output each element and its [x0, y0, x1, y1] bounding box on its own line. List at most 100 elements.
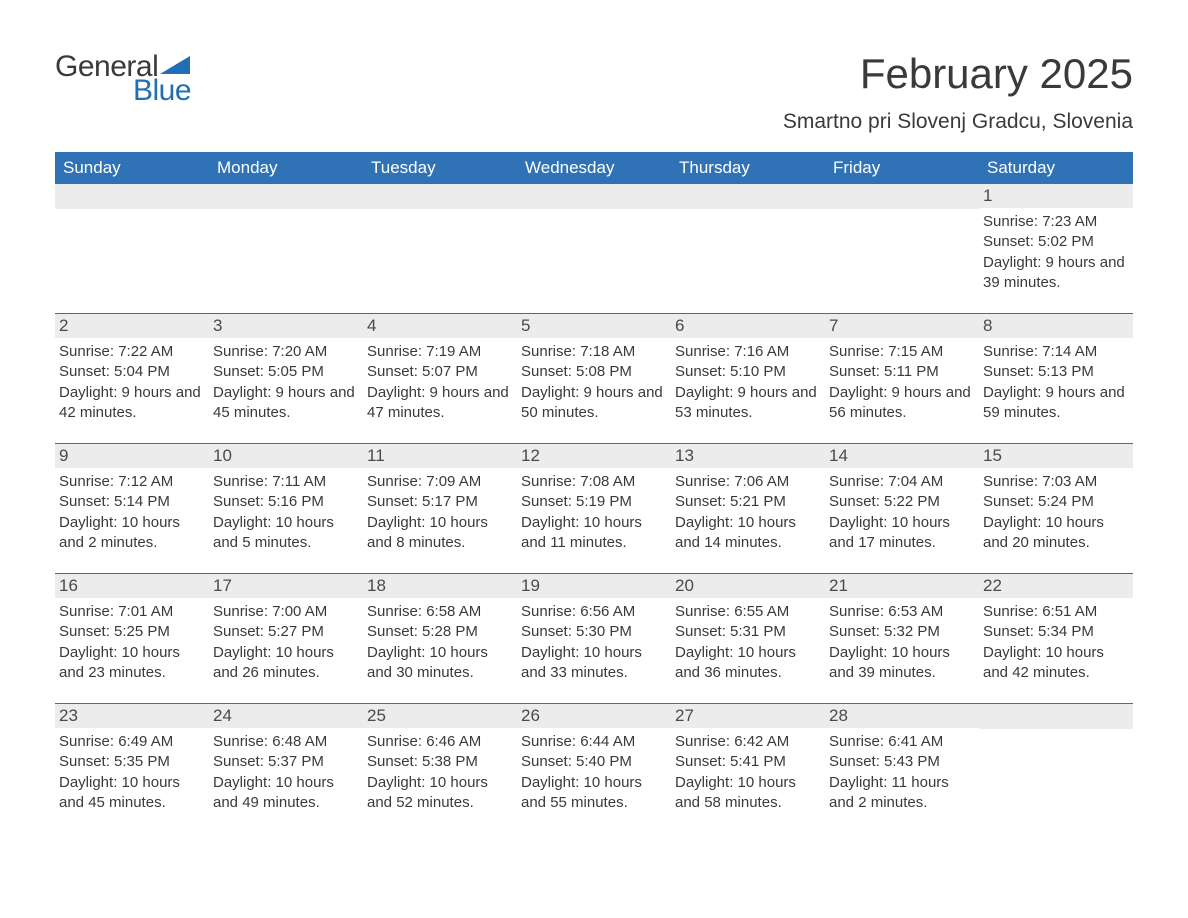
week-row: 9Sunrise: 7:12 AMSunset: 5:14 PMDaylight…	[55, 443, 1133, 573]
sunrise-text: Sunrise: 7:14 AM	[983, 342, 1129, 362]
month-title: February 2025	[783, 50, 1133, 98]
week-row: 2Sunrise: 7:22 AMSunset: 5:04 PMDaylight…	[55, 313, 1133, 443]
day-cell: 14Sunrise: 7:04 AMSunset: 5:22 PMDayligh…	[825, 444, 979, 573]
daylight-text: Daylight: 9 hours and 59 minutes.	[983, 383, 1129, 424]
day-number: 23	[55, 704, 209, 728]
sunset-text: Sunset: 5:22 PM	[829, 492, 975, 512]
day-detail: Sunrise: 6:51 AMSunset: 5:34 PMDaylight:…	[983, 602, 1129, 683]
sunset-text: Sunset: 5:21 PM	[675, 492, 821, 512]
sunset-text: Sunset: 5:43 PM	[829, 752, 975, 772]
sunset-text: Sunset: 5:02 PM	[983, 232, 1129, 252]
sunset-text: Sunset: 5:37 PM	[213, 752, 359, 772]
daylight-text: Daylight: 10 hours and 20 minutes.	[983, 513, 1129, 554]
sunset-text: Sunset: 5:34 PM	[983, 622, 1129, 642]
sunset-text: Sunset: 5:35 PM	[59, 752, 205, 772]
day-number: 1	[979, 184, 1133, 208]
daylight-text: Daylight: 10 hours and 30 minutes.	[367, 643, 513, 684]
calendar: Sunday Monday Tuesday Wednesday Thursday…	[55, 152, 1133, 833]
day-number	[209, 184, 363, 209]
sunset-text: Sunset: 5:14 PM	[59, 492, 205, 512]
day-detail: Sunrise: 6:55 AMSunset: 5:31 PMDaylight:…	[675, 602, 821, 683]
sunrise-text: Sunrise: 7:20 AM	[213, 342, 359, 362]
daylight-text: Daylight: 10 hours and 52 minutes.	[367, 773, 513, 814]
daylight-text: Daylight: 10 hours and 14 minutes.	[675, 513, 821, 554]
sunrise-text: Sunrise: 6:44 AM	[521, 732, 667, 752]
day-cell: 18Sunrise: 6:58 AMSunset: 5:28 PMDayligh…	[363, 574, 517, 703]
day-detail: Sunrise: 6:53 AMSunset: 5:32 PMDaylight:…	[829, 602, 975, 683]
daylight-text: Daylight: 9 hours and 42 minutes.	[59, 383, 205, 424]
sunset-text: Sunset: 5:10 PM	[675, 362, 821, 382]
day-detail: Sunrise: 7:03 AMSunset: 5:24 PMDaylight:…	[983, 472, 1129, 553]
day-number: 6	[671, 314, 825, 338]
day-cell: 23Sunrise: 6:49 AMSunset: 5:35 PMDayligh…	[55, 704, 209, 833]
day-cell: 22 Sunrise: 6:51 AMSunset: 5:34 PMDayligh…	[979, 574, 1133, 703]
day-detail: Sunrise: 7:06 AMSunset: 5:21 PMDaylight:…	[675, 472, 821, 553]
day-cell	[979, 704, 1133, 833]
day-cell: 17Sunrise: 7:00 AMSunset: 5:27 PMDayligh…	[209, 574, 363, 703]
daylight-text: Daylight: 11 hours and 2 minutes.	[829, 773, 975, 814]
day-number: 26	[517, 704, 671, 728]
sunrise-text: Sunrise: 6:56 AM	[521, 602, 667, 622]
day-number: 19	[517, 574, 671, 598]
day-cell: 1Sunrise: 7:23 AMSunset: 5:02 PMDaylight…	[979, 184, 1133, 313]
location-label: Smartno pri Slovenj Gradcu, Slovenia	[783, 110, 1133, 134]
day-cell: 26Sunrise: 6:44 AMSunset: 5:40 PMDayligh…	[517, 704, 671, 833]
day-cell: 4Sunrise: 7:19 AMSunset: 5:07 PMDaylight…	[363, 314, 517, 443]
day-detail: Sunrise: 6:42 AMSunset: 5:41 PMDaylight:…	[675, 732, 821, 813]
sunrise-text: Sunrise: 7:16 AM	[675, 342, 821, 362]
day-cell: 15Sunrise: 7:03 AMSunset: 5:24 PMDayligh…	[979, 444, 1133, 573]
day-detail: Sunrise: 7:19 AMSunset: 5:07 PMDaylight:…	[367, 342, 513, 423]
day-number	[671, 184, 825, 209]
sunrise-text: Sunrise: 7:08 AM	[521, 472, 667, 492]
sunrise-text: Sunrise: 7:03 AM	[983, 472, 1129, 492]
day-number	[517, 184, 671, 209]
weekday-header: Friday	[825, 152, 979, 184]
sunrise-text: Sunrise: 7:15 AM	[829, 342, 975, 362]
sunrise-text: Sunrise: 6:53 AM	[829, 602, 975, 622]
day-detail: Sunrise: 7:09 AMSunset: 5:17 PMDaylight:…	[367, 472, 513, 553]
day-detail: Sunrise: 7:11 AMSunset: 5:16 PMDaylight:…	[213, 472, 359, 553]
day-cell: 6 Sunrise: 7:16 AMSunset: 5:10 PMDaylight…	[671, 314, 825, 443]
day-cell: 25Sunrise: 6:46 AMSunset: 5:38 PMDayligh…	[363, 704, 517, 833]
daylight-text: Daylight: 10 hours and 2 minutes.	[59, 513, 205, 554]
daylight-text: Daylight: 9 hours and 45 minutes.	[213, 383, 359, 424]
daylight-text: Daylight: 10 hours and 5 minutes.	[213, 513, 359, 554]
day-cell	[55, 184, 209, 313]
sunrise-text: Sunrise: 7:18 AM	[521, 342, 667, 362]
day-detail: Sunrise: 6:41 AMSunset: 5:43 PMDaylight:…	[829, 732, 975, 813]
sunset-text: Sunset: 5:11 PM	[829, 362, 975, 382]
sunset-text: Sunset: 5:40 PM	[521, 752, 667, 772]
sunset-text: Sunset: 5:27 PM	[213, 622, 359, 642]
daylight-text: Daylight: 10 hours and 26 minutes.	[213, 643, 359, 684]
day-detail: Sunrise: 7:04 AMSunset: 5:22 PMDaylight:…	[829, 472, 975, 553]
day-cell	[363, 184, 517, 313]
day-number: 25	[363, 704, 517, 728]
day-number: 22	[979, 574, 1133, 598]
day-cell: 7Sunrise: 7:15 AMSunset: 5:11 PMDaylight…	[825, 314, 979, 443]
sunset-text: Sunset: 5:24 PM	[983, 492, 1129, 512]
day-detail: Sunrise: 7:14 AMSunset: 5:13 PMDaylight:…	[983, 342, 1129, 423]
day-detail: Sunrise: 7:00 AMSunset: 5:27 PMDaylight:…	[213, 602, 359, 683]
day-cell: 11Sunrise: 7:09 AMSunset: 5:17 PMDayligh…	[363, 444, 517, 573]
weekday-header: Sunday	[55, 152, 209, 184]
header: General Blue February 2025 Smartno pri S…	[55, 50, 1133, 134]
day-number	[825, 184, 979, 209]
day-detail: Sunrise: 7:01 AMSunset: 5:25 PMDaylight:…	[59, 602, 205, 683]
day-cell	[517, 184, 671, 313]
daylight-text: Daylight: 9 hours and 39 minutes.	[983, 253, 1129, 294]
day-cell: 9Sunrise: 7:12 AMSunset: 5:14 PMDaylight…	[55, 444, 209, 573]
day-cell: 10Sunrise: 7:11 AMSunset: 5:16 PMDayligh…	[209, 444, 363, 573]
daylight-text: Daylight: 9 hours and 56 minutes.	[829, 383, 975, 424]
sunrise-text: Sunrise: 6:55 AM	[675, 602, 821, 622]
daylight-text: Daylight: 9 hours and 53 minutes.	[675, 383, 821, 424]
sunset-text: Sunset: 5:08 PM	[521, 362, 667, 382]
daylight-text: Daylight: 10 hours and 23 minutes.	[59, 643, 205, 684]
day-number: 12	[517, 444, 671, 468]
sunrise-text: Sunrise: 7:22 AM	[59, 342, 205, 362]
week-row: 23Sunrise: 6:49 AMSunset: 5:35 PMDayligh…	[55, 703, 1133, 833]
day-detail: Sunrise: 7:08 AMSunset: 5:19 PMDaylight:…	[521, 472, 667, 553]
day-cell: 8Sunrise: 7:14 AMSunset: 5:13 PMDaylight…	[979, 314, 1133, 443]
day-number: 16	[55, 574, 209, 598]
sunrise-text: Sunrise: 6:51 AM	[983, 602, 1129, 622]
day-detail: Sunrise: 6:56 AMSunset: 5:30 PMDaylight:…	[521, 602, 667, 683]
